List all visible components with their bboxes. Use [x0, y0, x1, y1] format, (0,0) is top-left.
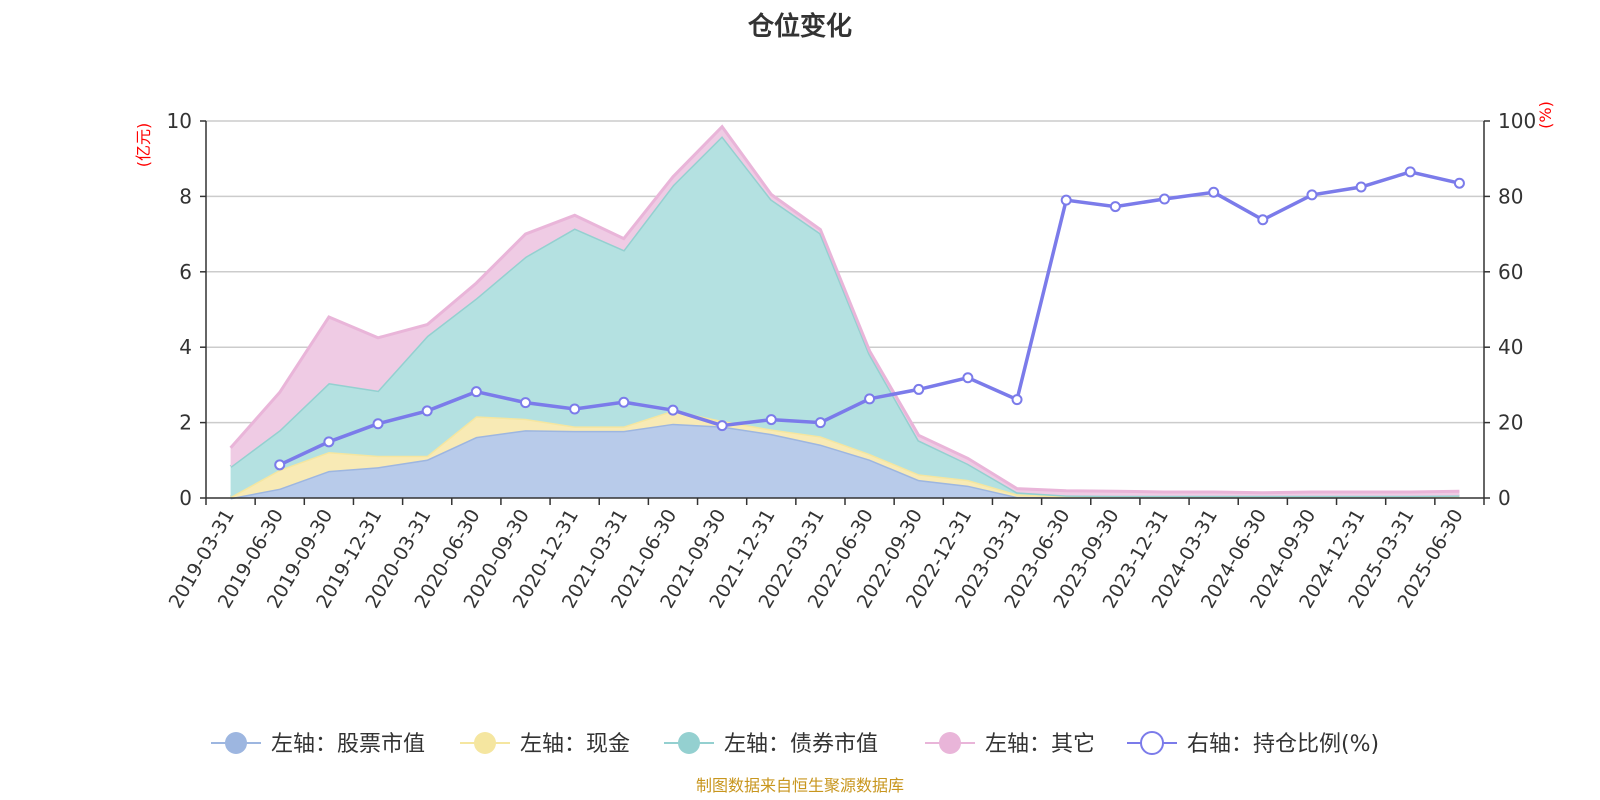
left-tick-label: 4 — [179, 335, 192, 359]
legend-marker — [1140, 731, 1164, 755]
ratio-point — [470, 386, 482, 398]
ratio-point — [274, 459, 286, 471]
ratio-point — [421, 405, 433, 417]
right-axis-unit: (%) — [1536, 101, 1555, 129]
right-tick-label: 20 — [1498, 411, 1523, 435]
legend-label: 左轴：股票市值 — [271, 732, 425, 757]
legend-marker — [678, 732, 700, 754]
ratio-point — [1011, 394, 1023, 406]
ratio-point — [1404, 166, 1416, 178]
legend: 左轴：股票市值 左轴：现金 左轴：债券市值 左轴：其它 右轴：持仓比例(%) — [211, 731, 1379, 757]
ratio-point — [1306, 189, 1318, 201]
area-series-0 — [230, 423, 1460, 498]
ratio-point — [1257, 214, 1269, 226]
ratio-point — [765, 414, 777, 426]
legend-label: 左轴：现金 — [520, 732, 630, 757]
legend-marker — [474, 732, 496, 754]
left-tick-label: 2 — [179, 411, 192, 435]
stacked-areas — [229, 124, 1460, 500]
right-tick-label: 40 — [1498, 335, 1523, 359]
legend-marker — [225, 732, 247, 754]
right-tick-label: 80 — [1498, 184, 1523, 208]
ratio-point — [667, 404, 679, 416]
ratio-point — [1159, 193, 1170, 205]
ratio-point — [618, 396, 630, 408]
area-series-line-3 — [229, 124, 1460, 495]
left-tick-label: 0 — [179, 486, 192, 510]
ratio-point — [814, 417, 826, 429]
ratio-point — [864, 393, 876, 405]
ratio-point — [569, 403, 581, 415]
ratio-point — [962, 372, 974, 384]
right-tick-label: 60 — [1498, 260, 1523, 284]
area-series-2 — [230, 136, 1460, 497]
legend-label: 左轴：债券市值 — [724, 732, 878, 757]
legend-label: 左轴：其它 — [985, 732, 1095, 757]
ratio-point — [520, 397, 531, 409]
ratio-point — [716, 420, 728, 432]
ratio-point — [1355, 181, 1367, 193]
chart-title: 仓位变化 — [747, 11, 852, 42]
right-tick-label: 0 — [1498, 486, 1511, 510]
left-tick-label: 8 — [179, 184, 192, 208]
ratio-point — [1060, 194, 1072, 206]
ratio-point — [323, 436, 335, 448]
ratio-point — [372, 418, 384, 430]
left-tick-label: 6 — [179, 260, 192, 284]
legend-marker — [939, 732, 961, 754]
ratio-point — [1453, 177, 1465, 189]
legend-label: 右轴：持仓比例(%) — [1187, 732, 1379, 757]
holding-ratio-line — [274, 166, 1465, 471]
source-note: 制图数据来自恒生聚源数据库 — [696, 776, 904, 795]
left-axis-unit: (亿元) — [134, 123, 153, 168]
ratio-point — [913, 383, 925, 395]
left-tick-label: 10 — [167, 109, 192, 133]
right-tick-label: 100 — [1498, 109, 1536, 133]
ratio-point — [1109, 201, 1121, 213]
ratio-point — [1208, 186, 1220, 198]
